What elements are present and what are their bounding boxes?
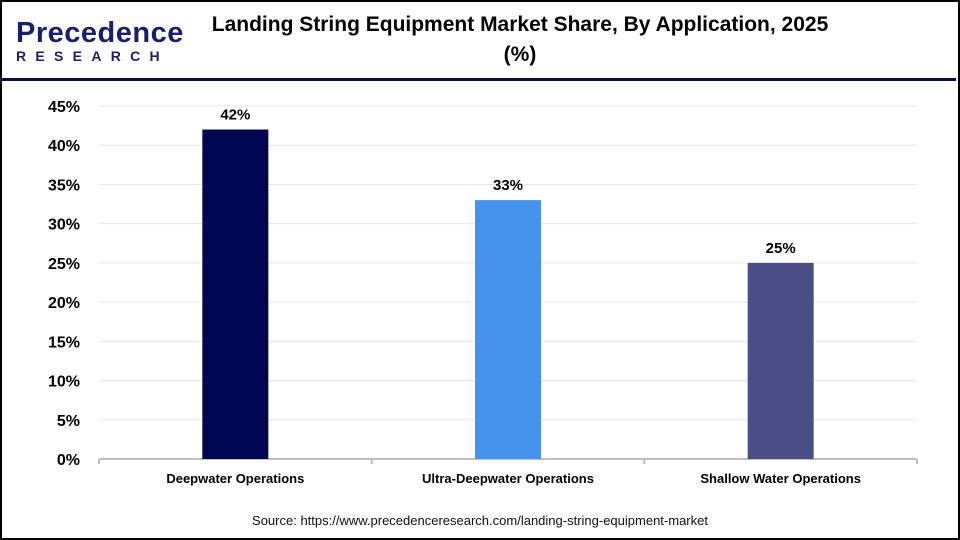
data-label: 33%: [493, 177, 523, 194]
data-label: 42%: [220, 107, 250, 124]
x-tick-label: Deepwater Operations: [166, 471, 304, 486]
y-tick-label: 35%: [48, 177, 80, 194]
logo: Precedence RESEARCH: [16, 18, 184, 64]
bar: [202, 129, 269, 460]
data-label: 25%: [766, 240, 796, 257]
y-tick-label: 15%: [48, 334, 80, 351]
chart-title: Landing String Equipment Market Share, B…: [211, 13, 829, 66]
logo-main: Precedence: [16, 17, 184, 49]
x-tick-label: Shallow Water Operations: [700, 471, 861, 486]
y-tick-label: 40%: [48, 138, 80, 155]
source-text: Source: https://www.precedenceresearch.c…: [252, 513, 708, 528]
logo-sub: RESEARCH: [16, 48, 169, 64]
y-tick-label: 20%: [48, 295, 80, 312]
y-tick-label: 5%: [57, 413, 80, 430]
y-tick-label: 30%: [48, 217, 80, 234]
y-tick-label: 45%: [48, 99, 80, 116]
header: Precedence RESEARCH Landing String Equip…: [0, 0, 956, 81]
y-tick-label: 0%: [57, 452, 80, 469]
y-tick-label: 10%: [48, 374, 80, 391]
bar: [747, 262, 814, 459]
bar: [475, 200, 541, 459]
y-tick-label: 25%: [48, 256, 80, 273]
x-tick-label: Ultra-Deepwater Operations: [422, 471, 594, 486]
